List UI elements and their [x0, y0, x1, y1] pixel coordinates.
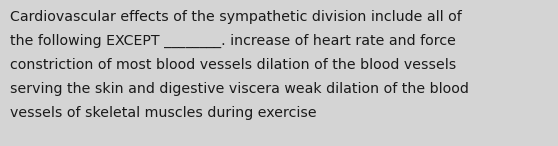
Text: constriction of most blood vessels dilation of the blood vessels: constriction of most blood vessels dilat… — [10, 58, 456, 72]
Text: serving the skin and digestive viscera weak dilation of the blood: serving the skin and digestive viscera w… — [10, 82, 469, 96]
Text: vessels of skeletal muscles during exercise: vessels of skeletal muscles during exerc… — [10, 106, 316, 120]
Text: Cardiovascular effects of the sympathetic division include all of: Cardiovascular effects of the sympatheti… — [10, 10, 462, 24]
Text: the following EXCEPT ________. increase of heart rate and force: the following EXCEPT ________. increase … — [10, 34, 456, 48]
